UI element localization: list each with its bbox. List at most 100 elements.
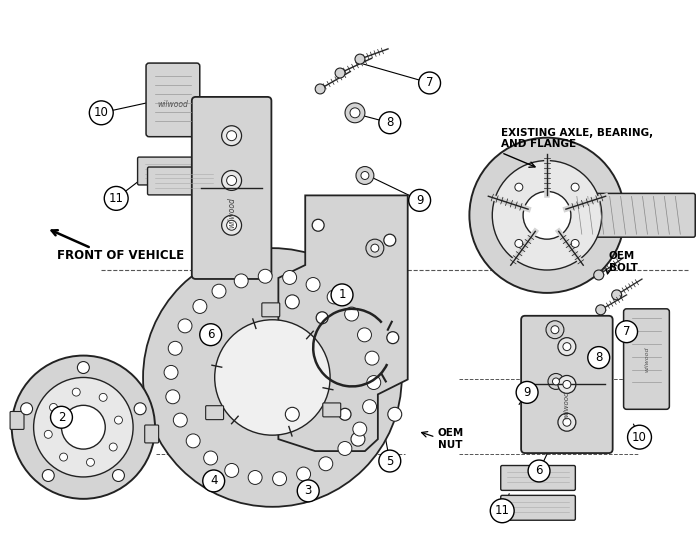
Circle shape [588,347,610,369]
Circle shape [355,54,365,64]
Circle shape [388,407,402,422]
Circle shape [34,377,133,477]
Text: 10: 10 [632,431,647,444]
Circle shape [516,382,538,403]
Circle shape [558,376,576,393]
Circle shape [258,269,272,283]
Text: OEM
BOLT: OEM BOLT [609,251,638,273]
FancyBboxPatch shape [148,167,220,195]
Circle shape [248,471,262,484]
Circle shape [316,312,328,324]
Circle shape [113,470,125,482]
Circle shape [356,167,374,185]
Circle shape [470,138,624,293]
Text: wilwood: wilwood [564,390,570,419]
Circle shape [286,407,300,422]
Circle shape [222,215,242,235]
Circle shape [178,319,192,333]
FancyBboxPatch shape [262,303,280,317]
Circle shape [571,183,579,191]
Circle shape [174,413,188,427]
Circle shape [78,361,90,373]
FancyBboxPatch shape [624,309,669,410]
Circle shape [492,161,602,270]
Circle shape [361,171,369,180]
FancyBboxPatch shape [500,495,575,520]
Circle shape [563,381,571,388]
Text: wilwood: wilwood [158,100,188,109]
Circle shape [546,321,564,339]
Polygon shape [279,195,407,451]
Text: 9: 9 [524,386,531,399]
Circle shape [222,126,242,146]
Circle shape [199,324,222,346]
Circle shape [186,434,200,448]
Text: 3: 3 [304,484,312,497]
Circle shape [363,400,377,414]
Circle shape [168,341,182,355]
Circle shape [371,244,379,252]
Circle shape [318,457,332,471]
Text: 10: 10 [94,106,108,120]
Circle shape [612,290,622,300]
Circle shape [60,453,68,461]
Circle shape [327,290,341,304]
Circle shape [523,192,571,239]
Circle shape [628,425,652,449]
Text: 5: 5 [386,454,393,467]
Circle shape [222,170,242,191]
Text: 7: 7 [426,76,433,90]
Circle shape [143,248,402,507]
Circle shape [50,403,57,411]
Circle shape [134,403,146,415]
Circle shape [571,240,579,247]
Text: 2: 2 [57,411,65,424]
Circle shape [344,307,358,321]
Circle shape [515,240,523,247]
Circle shape [227,220,237,230]
Circle shape [563,418,571,426]
Circle shape [306,277,320,292]
Circle shape [286,295,300,309]
Circle shape [379,450,400,472]
Circle shape [312,219,324,231]
Text: FRONT OF VEHICLE: FRONT OF VEHICLE [57,248,183,262]
Text: 8: 8 [595,351,603,364]
FancyBboxPatch shape [323,403,341,417]
Circle shape [215,320,330,435]
Circle shape [558,337,576,355]
Circle shape [99,393,107,401]
Circle shape [203,470,225,492]
Circle shape [315,84,325,94]
FancyBboxPatch shape [145,425,159,443]
Text: wilwood: wilwood [227,197,236,228]
Circle shape [166,390,180,403]
Text: 4: 4 [210,474,218,488]
Circle shape [227,130,237,141]
Circle shape [515,183,523,191]
Circle shape [212,284,226,298]
FancyBboxPatch shape [500,466,575,490]
Text: 11: 11 [495,505,510,517]
Circle shape [351,432,365,446]
Circle shape [563,343,571,351]
Circle shape [227,175,237,186]
Text: 6: 6 [207,328,214,341]
Circle shape [225,464,239,477]
Circle shape [353,422,367,436]
Circle shape [548,373,564,389]
Circle shape [350,108,360,118]
FancyBboxPatch shape [567,193,695,237]
FancyBboxPatch shape [192,97,272,279]
Text: 9: 9 [416,194,423,207]
Circle shape [409,189,430,211]
Circle shape [615,321,638,343]
Circle shape [339,408,351,420]
Circle shape [115,416,122,424]
Circle shape [558,413,576,431]
Circle shape [42,470,54,482]
Circle shape [596,305,605,315]
Circle shape [387,332,399,343]
Circle shape [272,472,286,485]
Circle shape [193,300,207,313]
